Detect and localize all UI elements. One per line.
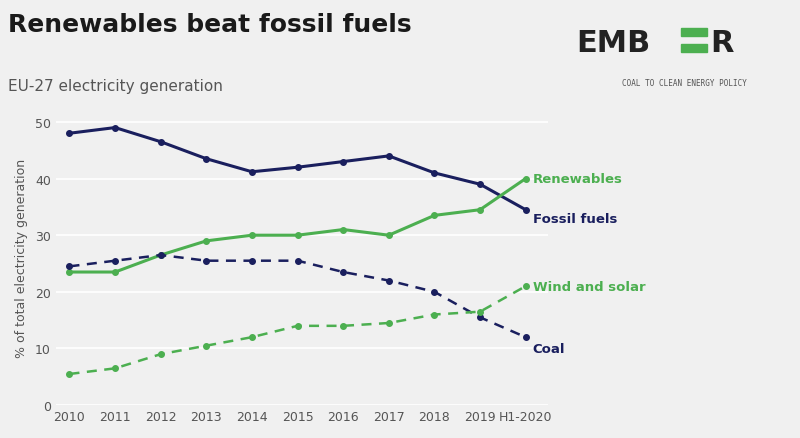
Bar <box>681 29 706 37</box>
Text: Wind and solar: Wind and solar <box>533 280 645 293</box>
Text: Renewables: Renewables <box>533 173 622 186</box>
Bar <box>681 45 706 53</box>
Text: EMB: EMB <box>576 29 650 58</box>
Text: COAL TO CLEAN ENERGY POLICY: COAL TO CLEAN ENERGY POLICY <box>622 79 746 88</box>
Text: Fossil fuels: Fossil fuels <box>533 212 617 225</box>
Text: Coal: Coal <box>533 342 565 355</box>
Y-axis label: % of total electricity generation: % of total electricity generation <box>15 159 28 357</box>
Text: EU-27 electricity generation: EU-27 electricity generation <box>8 79 223 94</box>
Text: Renewables beat fossil fuels: Renewables beat fossil fuels <box>8 13 412 37</box>
Text: R: R <box>710 29 734 58</box>
